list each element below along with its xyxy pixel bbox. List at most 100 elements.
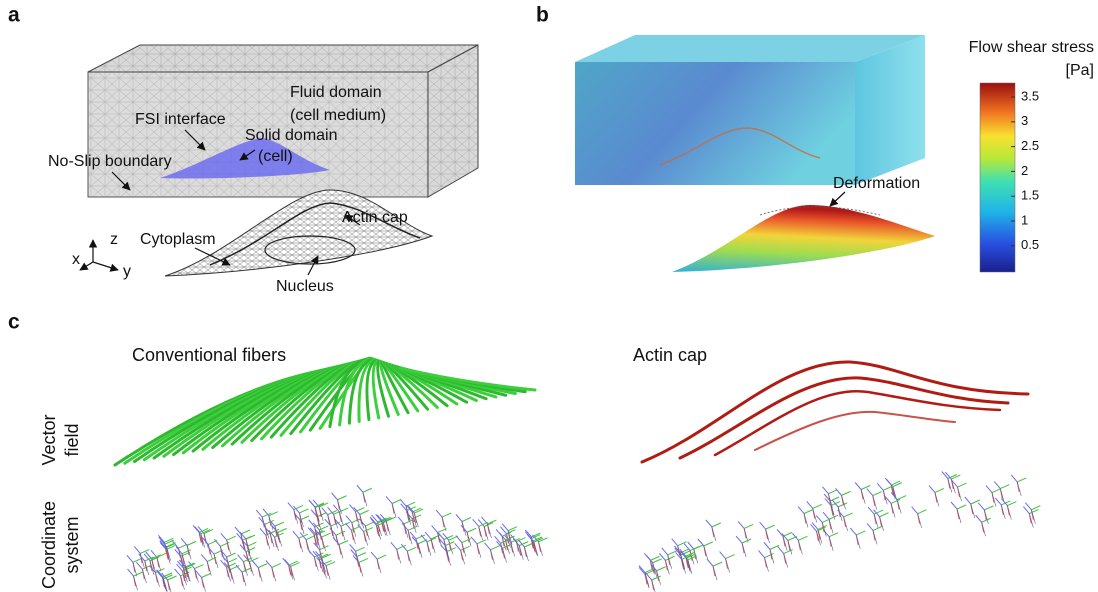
glyph-stem — [918, 514, 922, 528]
glyph-axis — [461, 546, 470, 550]
colorbar-title: Flow shear stress — [969, 39, 1094, 56]
glyph-stem — [770, 549, 774, 563]
glyph-axis — [398, 517, 404, 524]
colorbar-tick-label: 1 — [1021, 212, 1028, 227]
glyph-axis — [759, 551, 765, 558]
annotation: (cell) — [258, 148, 293, 165]
glyph-axis — [880, 513, 889, 517]
glyph-stem — [765, 558, 769, 572]
glyph-axis — [1029, 510, 1038, 514]
colorbar-tick-label: 0.5 — [1021, 237, 1039, 252]
glyph-axis — [235, 527, 241, 534]
glyph-stem — [982, 522, 986, 536]
glyph-axis — [240, 545, 246, 552]
glyph-axis — [151, 550, 157, 557]
glyph-axis — [965, 497, 971, 504]
glyph-axis — [738, 521, 744, 528]
glyph-axis — [259, 517, 265, 524]
glyph-axis — [462, 518, 471, 522]
glyph-axis — [293, 531, 299, 538]
colorbar-tick-label: 3 — [1021, 113, 1028, 128]
glyph-axis — [644, 553, 650, 560]
glyph-stem — [804, 514, 808, 528]
glyph-axis — [345, 523, 351, 530]
glyph-axis — [438, 529, 447, 533]
glyph-stem — [363, 492, 367, 506]
glyph-axis — [322, 533, 331, 537]
glyph-axis — [177, 564, 183, 571]
glyph-stem — [414, 513, 418, 527]
glyph-axis — [828, 490, 837, 494]
glyph-axis — [662, 548, 668, 555]
glyph-stem — [984, 510, 988, 524]
glyph-axis — [339, 540, 348, 544]
glyph-axis — [164, 538, 173, 542]
glyph-axis — [986, 486, 992, 493]
glyph-axis — [822, 487, 828, 494]
glyph-axis — [356, 547, 365, 551]
glyph-stem — [842, 495, 846, 509]
glyph-stem — [202, 578, 206, 592]
glyph-axis — [442, 513, 451, 517]
glyph-axis — [401, 544, 407, 551]
glyph-axis — [246, 535, 255, 539]
glyph-axis — [260, 528, 266, 535]
glyph-axis — [432, 526, 438, 533]
glyph-axis — [777, 529, 783, 536]
glyph-axis — [455, 543, 461, 550]
glyph-stem — [168, 580, 172, 592]
glyph-axis — [823, 512, 829, 519]
glyph-stem — [195, 569, 199, 583]
glyph-stem — [652, 580, 656, 592]
glyph-axis — [764, 542, 770, 549]
glyph-axis — [275, 522, 284, 526]
glyph-stem — [162, 577, 166, 591]
glyph-axis — [707, 559, 713, 566]
glyph-axis — [195, 565, 204, 569]
glyph-stem — [1017, 482, 1021, 496]
glyph-axis — [221, 533, 227, 540]
glyph-axis — [984, 506, 993, 510]
glyph-axis — [299, 509, 308, 513]
glyph-axis — [798, 536, 807, 540]
glyph-stem — [891, 503, 895, 517]
glyph-axis — [357, 553, 366, 557]
glyph-axis — [364, 528, 373, 532]
glyph-axis — [798, 507, 804, 514]
panel-label: c — [8, 311, 20, 334]
glyph-axis — [706, 520, 712, 527]
glyph-axis — [283, 558, 289, 565]
glyph-stem — [134, 576, 138, 590]
glyph-axis — [726, 555, 735, 559]
glyph-axis — [912, 507, 918, 514]
glyph-axis — [355, 508, 364, 512]
glyph-axis — [813, 504, 822, 508]
colorbar-tick-label: 1.5 — [1021, 188, 1039, 203]
glyph-stem — [935, 492, 939, 506]
glyph-axis — [511, 535, 517, 542]
glyph-axis — [187, 541, 196, 545]
glyph-stem — [479, 526, 483, 540]
colorbar-tick-label: 2 — [1021, 163, 1028, 178]
glyph-axis — [688, 542, 694, 549]
glyph-axis — [951, 475, 960, 479]
glyph-axis — [850, 528, 856, 535]
glyph-stem — [880, 517, 884, 531]
glyph-axis — [744, 524, 753, 528]
glyph-axis — [698, 539, 704, 546]
glyph-axis — [481, 517, 487, 524]
glyph-axis — [929, 485, 935, 492]
annotation: Deformation — [833, 175, 920, 192]
glyph-axis — [836, 488, 842, 495]
glyph-axis — [1017, 478, 1026, 482]
glyph-stem — [861, 490, 865, 504]
box-side — [428, 45, 478, 197]
glyph-stem — [971, 504, 975, 518]
glyph-axis — [134, 546, 140, 553]
glyph-axis — [508, 527, 517, 531]
glyph-axis — [883, 486, 892, 490]
glyph-axis — [208, 540, 217, 544]
glyph-axis — [760, 522, 766, 529]
glyph-axis — [816, 515, 822, 522]
glyph-stem — [258, 568, 262, 582]
